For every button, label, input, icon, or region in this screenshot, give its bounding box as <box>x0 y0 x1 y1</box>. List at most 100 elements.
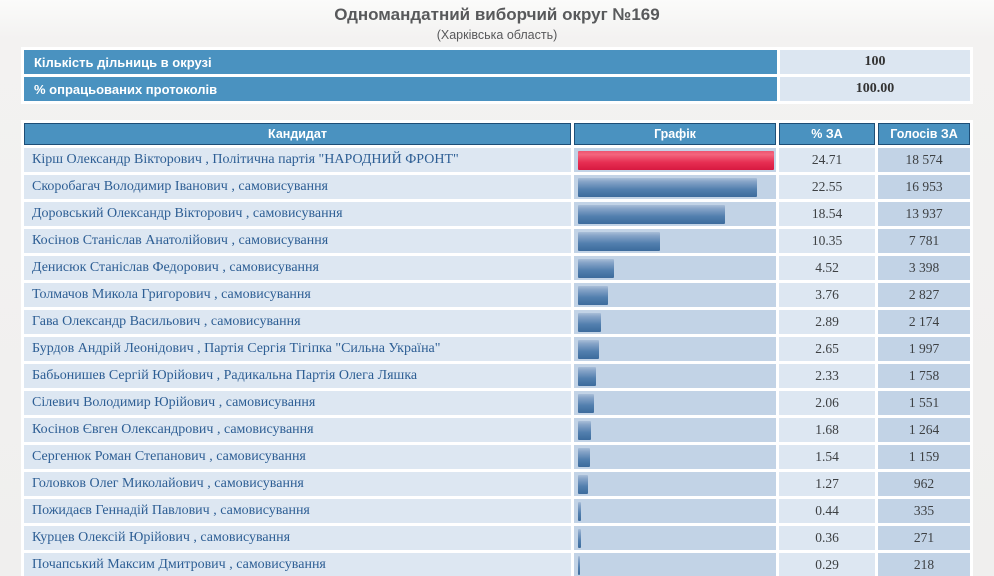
summary-value: 100 <box>780 50 970 74</box>
table-row-candidate-cell: Головков Олег Миколайович , самовисуванн… <box>24 472 571 496</box>
candidate-affiliation: самовисування <box>214 476 304 491</box>
name-affiliation-separator: , <box>213 368 224 383</box>
votes-value: 335 <box>878 499 970 523</box>
votes-value: 2 827 <box>878 283 970 307</box>
candidate-link[interactable]: Головков Олег Миколайович <box>32 476 204 491</box>
name-affiliation-separator: , <box>227 179 239 194</box>
candidate-link[interactable]: Скоробагач Володимир Іванович <box>32 179 228 194</box>
percent-value: 10.35 <box>779 229 875 253</box>
candidate-link[interactable]: Доровський Олександр Вікторович <box>32 206 243 221</box>
table-row-graph-cell <box>574 445 776 469</box>
votes-value: 7 781 <box>878 229 970 253</box>
table-row-graph-cell <box>574 175 776 199</box>
votes-value: 1 551 <box>878 391 970 415</box>
table-row-graph-cell <box>574 499 776 523</box>
result-bar <box>578 420 592 440</box>
percent-value: 2.65 <box>779 337 875 361</box>
name-affiliation-separator: , <box>200 314 211 329</box>
summary-value: 100.00 <box>780 77 970 101</box>
candidate-link[interactable]: Косінов Євген Олександрович <box>32 422 214 437</box>
candidate-link[interactable]: Сергенюк Роман Степанович <box>32 449 206 464</box>
candidate-link[interactable]: Косінов Станіслав Анатолійович <box>32 233 228 248</box>
candidate-link[interactable]: Толмачов Микола Григорович <box>32 287 211 302</box>
votes-value: 1 758 <box>878 364 970 388</box>
candidate-affiliation: самовисування <box>220 503 310 518</box>
table-row-candidate-cell: Косінов Євген Олександрович , самовисува… <box>24 418 571 442</box>
table-row-graph-cell <box>574 310 776 334</box>
result-bar <box>578 312 601 332</box>
percent-value: 0.29 <box>779 553 875 576</box>
name-affiliation-separator: , <box>227 233 239 248</box>
votes-value: 16 953 <box>878 175 970 199</box>
votes-value: 3 398 <box>878 256 970 280</box>
table-row-graph-cell <box>574 472 776 496</box>
candidate-link[interactable]: Кірш Олександр Вікторович <box>32 152 202 167</box>
candidate-link[interactable]: Денисюк Станіслав Федорович <box>32 260 219 275</box>
results-table: Кандидат Графік % ЗА Голосів ЗА Кірш Оле… <box>21 120 973 576</box>
table-row-graph-cell <box>574 553 776 576</box>
percent-value: 1.68 <box>779 418 875 442</box>
header-cell-candidate: Кандидат <box>24 123 571 145</box>
table-row-graph-cell <box>574 229 776 253</box>
name-affiliation-separator: , <box>189 530 201 545</box>
percent-value: 4.52 <box>779 256 875 280</box>
header-cell-votes: Голосів ЗА <box>878 123 970 145</box>
percent-value: 0.44 <box>779 499 875 523</box>
table-row-graph-cell <box>574 526 776 550</box>
table-row-candidate-cell: Скоробагач Володимир Іванович , самовису… <box>24 175 571 199</box>
table-row-candidate-cell: Бабьонишев Сергій Юрійович , Радикальна … <box>24 364 571 388</box>
votes-value: 2 174 <box>878 310 970 334</box>
table-row-candidate-cell: Пожидаєв Геннадій Павлович , самовисуван… <box>24 499 571 523</box>
result-bar <box>578 393 595 413</box>
candidate-affiliation: самовисування <box>223 422 314 437</box>
result-bar <box>578 150 774 170</box>
percent-value: 22.55 <box>779 175 875 199</box>
name-affiliation-separator: , <box>218 260 230 275</box>
name-affiliation-separator: , <box>209 503 221 518</box>
table-row-candidate-cell: Кірш Олександр Вікторович , Політична па… <box>24 148 571 172</box>
candidate-affiliation: самовисування <box>225 395 316 410</box>
name-affiliation-separator: , <box>203 476 215 491</box>
table-row-candidate-cell: Почапський Максим Дмитрович , самовисува… <box>24 553 571 576</box>
candidate-affiliation: самовисування <box>216 449 306 464</box>
result-bar <box>578 474 589 494</box>
name-affiliation-separator: , <box>201 152 213 167</box>
result-bar <box>578 285 608 305</box>
table-row-graph-cell <box>574 256 776 280</box>
candidate-link[interactable]: Гава Олександр Васильович <box>32 314 201 329</box>
candidate-affiliation: самовисування <box>238 233 329 248</box>
table-row-candidate-cell: Доровський Олександр Вікторович , самови… <box>24 202 571 226</box>
table-row-candidate-cell: Сергенюк Роман Степанович , самовисуванн… <box>24 445 571 469</box>
percent-value: 18.54 <box>779 202 875 226</box>
candidate-affiliation: Радикальна Партія Олега Ляшка <box>223 368 418 383</box>
candidate-affiliation: самовисування <box>221 287 311 302</box>
votes-value: 18 574 <box>878 148 970 172</box>
table-row-graph-cell <box>574 391 776 415</box>
result-bar <box>578 339 600 359</box>
candidate-link[interactable]: Курцев Олексій Юрійович <box>32 530 190 545</box>
result-bar <box>578 366 597 386</box>
page-subtitle: (Харківська область) <box>436 28 558 42</box>
summary-label: % опрацьованих протоколів <box>24 77 777 101</box>
candidate-link[interactable]: Пожидаєв Геннадій Павлович <box>32 503 210 518</box>
candidate-affiliation: самовисування <box>236 557 326 572</box>
candidate-link[interactable]: Сілевич Володимир Юрійович <box>32 395 216 410</box>
candidate-affiliation: самовисування <box>200 530 291 545</box>
percent-value: 3.76 <box>779 283 875 307</box>
table-row-graph-cell <box>574 364 776 388</box>
candidate-link[interactable]: Бабьонишев Сергій Юрійович <box>32 368 214 383</box>
percent-value: 2.89 <box>779 310 875 334</box>
candidate-affiliation: самовисування <box>238 179 328 194</box>
name-affiliation-separator: , <box>213 422 224 437</box>
percent-value: 24.71 <box>779 148 875 172</box>
percent-value: 2.06 <box>779 391 875 415</box>
table-row-candidate-cell: Курцев Олексій Юрійович , самовисування <box>24 526 571 550</box>
page-title: Одномандатний виборчий округ №169 <box>334 5 660 24</box>
candidate-link[interactable]: Почапський Максим Дмитрович <box>32 557 226 572</box>
candidate-link[interactable]: Бурдов Андрій Леонідович <box>32 341 194 356</box>
votes-value: 1 997 <box>878 337 970 361</box>
table-row-candidate-cell: Косінов Станіслав Анатолійович , самовис… <box>24 229 571 253</box>
table-row-candidate-cell: Толмачов Микола Григорович , самовисуван… <box>24 283 571 307</box>
table-row-graph-cell <box>574 202 776 226</box>
result-bar <box>578 231 661 251</box>
